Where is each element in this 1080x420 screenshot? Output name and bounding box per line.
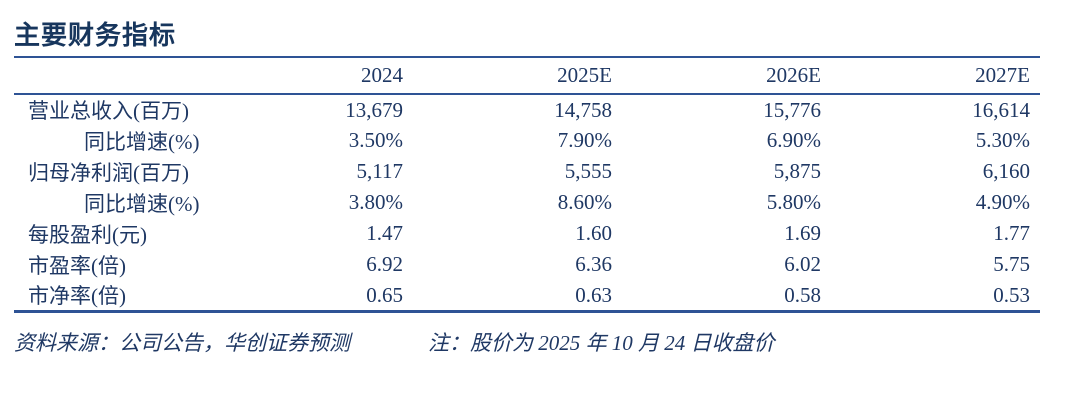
row-value: 15,776 [763,97,821,122]
row-value: 0.65 [366,282,403,307]
row-value: 5,555 [564,159,612,183]
row-value: 0.53 [993,282,1030,307]
financial-indicators-table: 2024 2025E 2026E 2027E 营业总收入(百万) 13,679 14… [14,58,1040,313]
row-value: 5,117 [356,159,403,183]
table-row: 同比增速(%) 3.80% 8.60% 5.80% 4.90% [14,187,1040,218]
header-year-2024: 2024 [361,63,403,87]
table-row: 营业总收入(百万) 13,679 14,758 15,776 16,614 [14,94,1040,125]
table-footer: 资料来源：公司公告，华创证券预测 注：股价为 2025 年 10 月 24 日收… [14,329,1040,357]
row-value: 1.69 [784,221,821,245]
row-value: 13,679 [345,97,403,122]
header-year-2025e: 2025E [557,63,612,87]
row-value: 0.58 [784,282,821,307]
row-value: 5.75 [993,252,1030,276]
price-date-note: 注：股价为 2025 年 10 月 24 日收盘价 [428,331,775,355]
row-label: 每股盈利(元) [28,222,147,247]
row-value: 6.36 [575,252,612,276]
table-row: 同比增速(%) 3.50% 7.90% 6.90% 5.30% [14,125,1040,156]
row-value: 6,160 [982,159,1030,183]
table-row: 每股盈利(元) 1.47 1.60 1.69 1.77 [14,218,1040,249]
row-label: 市盈率(倍) [28,253,126,278]
row-value: 1.77 [993,221,1030,245]
row-label: 营业总收入(百万) [28,99,189,123]
source-note: 资料来源：公司公告，华创证券预测 [14,331,350,355]
table-row: 市盈率(倍) 6.92 6.36 6.02 5.75 [14,249,1040,280]
row-label: 市净率(倍) [28,284,126,308]
row-value: 6.92 [366,252,403,276]
row-value: 3.80% [348,190,403,214]
row-value: 5.80% [766,190,821,214]
row-value: 8.60% [557,190,612,214]
row-label: 归母净利润(百万) [28,160,189,185]
row-value: 5.30% [975,128,1030,152]
row-value: 5,875 [773,159,821,183]
table-row: 市净率(倍) 0.65 0.63 0.58 0.53 [14,280,1040,312]
section-title: 主要财务指标 [14,0,1040,58]
row-value: 4.90% [975,190,1030,214]
row-label: 同比增速(%) [84,191,200,216]
row-label: 同比增速(%) [84,129,200,154]
row-value: 14,758 [554,97,612,122]
financial-indicators-section: 主要财务指标 2024 2025E 2026E 2027E 营业总收入(百万) 1… [14,0,1040,357]
header-year-2026e: 2026E [766,63,821,87]
row-value: 16,614 [972,97,1030,122]
row-value: 6.02 [784,252,821,276]
header-label-cell [14,58,204,94]
row-value: 1.47 [366,221,403,245]
row-value: 6.90% [766,128,821,152]
header-year-2027e: 2027E [975,63,1030,87]
row-value: 7.90% [557,128,612,152]
table-body: 营业总收入(百万) 13,679 14,758 15,776 16,614 同比增速(%)… [14,94,1040,312]
row-value: 0.63 [575,282,612,307]
row-value: 3.50% [348,128,403,152]
table-header-row: 2024 2025E 2026E 2027E [14,58,1040,94]
table-header: 2024 2025E 2026E 2027E [14,58,1040,94]
row-value: 1.60 [575,221,612,245]
table-row: 归母净利润(百万) 5,117 5,555 5,875 6,160 [14,156,1040,187]
